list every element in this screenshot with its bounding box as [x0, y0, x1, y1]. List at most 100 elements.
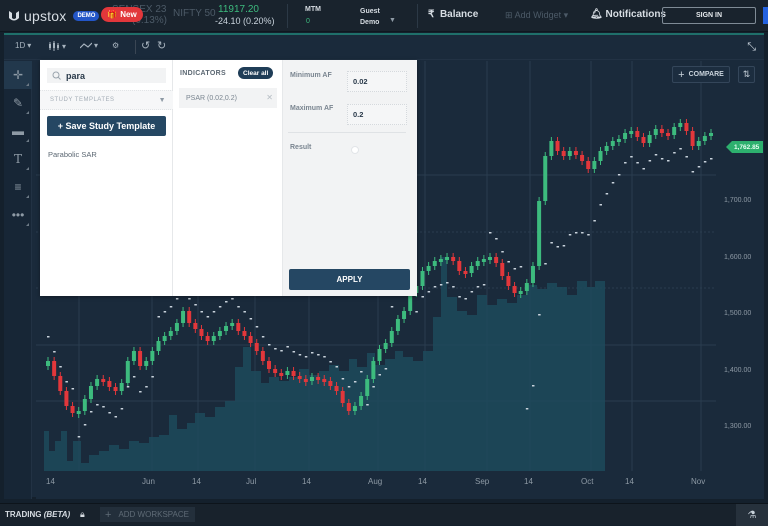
- mtm-value: 0: [306, 18, 310, 25]
- study-search-input[interactable]: [66, 70, 156, 81]
- y-tick: 1,300.00: [724, 423, 752, 430]
- grid-icon: ⊞: [505, 10, 513, 20]
- edge-button[interactable]: [763, 7, 768, 24]
- pencil-tool[interactable]: ✎: [4, 89, 32, 117]
- text-tool[interactable]: T: [4, 145, 32, 173]
- line-study-icon: [80, 42, 92, 48]
- close-icon[interactable]: ✕: [266, 93, 273, 102]
- chevron-down-icon: ▼: [158, 97, 166, 104]
- apply-button[interactable]: APPLY: [289, 269, 410, 290]
- crosshair-tool[interactable]: ✛: [4, 61, 32, 89]
- y-tick: 1,500.00: [724, 310, 752, 317]
- lines-icon: ≡: [14, 180, 22, 194]
- upstox-logo-icon: [9, 11, 19, 21]
- flask-icon[interactable]: ⚗: [736, 504, 768, 526]
- fibonacci-tool[interactable]: ≡: [4, 173, 32, 201]
- balance-button[interactable]: ₹ Balance: [428, 9, 479, 20]
- x-tick: 14: [625, 477, 634, 486]
- x-axis: [36, 471, 764, 499]
- mtm-label: MTM: [305, 6, 321, 13]
- x-tick: 14: [192, 477, 201, 486]
- active-indicator-item[interactable]: PSAR (0.02,0.2) ✕: [179, 88, 277, 108]
- scale-toggle-button[interactable]: ⇅: [738, 66, 755, 83]
- more-icon: •••: [11, 208, 25, 222]
- chevron-down-icon: ▾: [94, 41, 99, 50]
- lock-icon[interactable]: 🔒︎: [80, 509, 85, 519]
- clear-all-button[interactable]: Clear all: [238, 67, 274, 79]
- interval-selector[interactable]: 1D ▾: [15, 41, 32, 50]
- x-tick: Jul: [246, 477, 257, 486]
- study-templates-dropdown[interactable]: STUDY TEMPLATES ▼: [40, 90, 173, 110]
- more-tools[interactable]: •••: [4, 201, 32, 229]
- min-af-input[interactable]: 0.02: [347, 71, 407, 92]
- search-icon: [52, 71, 61, 80]
- sign-in-button[interactable]: SIGN IN: [662, 7, 756, 24]
- divider: [287, 4, 288, 28]
- drawing-toolbar: ✛ ✎ ▬ T ≡ •••: [4, 61, 32, 499]
- y-tick: 1,400.00: [724, 367, 752, 374]
- whats-new-button[interactable]: 🎁 New: [101, 7, 143, 22]
- pencil-icon: ✎: [12, 96, 24, 110]
- chart-type-selector[interactable]: ▾: [48, 41, 66, 51]
- min-af-label: Minimum AF: [290, 72, 332, 79]
- max-af-label: Maximum AF: [290, 105, 334, 112]
- chevron-down-icon: ▾: [563, 10, 569, 20]
- last-price-tag: 1,762.85: [726, 141, 764, 153]
- divider: [288, 132, 406, 133]
- search-result-item[interactable]: Parabolic SAR: [48, 150, 97, 159]
- top-nav-bar: upstox DEMO SENSEX 23 (0.13%) 🎁 New NIFT…: [0, 0, 768, 32]
- x-tick: 14: [418, 477, 427, 486]
- redo-button[interactable]: ↻: [157, 39, 166, 52]
- brand-logo[interactable]: upstox DEMO: [8, 8, 100, 24]
- bell-icon: 🔔︎: [590, 9, 603, 20]
- x-tick: Sep: [475, 477, 490, 486]
- chart-toolbar: 1D ▾ ▾ ▾ ⚙ ↺ ↻ ⤡: [4, 35, 764, 60]
- save-study-template-button[interactable]: + Save Study Template: [47, 116, 166, 136]
- notifications-button[interactable]: 🔔︎ Notifications: [590, 9, 667, 20]
- candles-icon: [49, 41, 59, 51]
- demo-badge: DEMO: [73, 11, 100, 21]
- x-tick: Aug: [368, 477, 383, 486]
- indicator-params-column: Minimum AF 0.02 Maximum AF 0.2 Result AP…: [283, 60, 417, 296]
- rectangle-icon: ▬: [12, 124, 24, 138]
- divider: [135, 40, 136, 54]
- x-tick: Jun: [142, 477, 155, 486]
- add-workspace-button[interactable]: + ADD WORKSPACE: [100, 507, 195, 522]
- study-search-column: STUDY TEMPLATES ▼ + Save Study Template …: [40, 60, 173, 296]
- settings-button[interactable]: ⚙: [112, 41, 119, 50]
- nifty-price: 11917.20: [218, 4, 259, 15]
- x-tick: 14: [302, 477, 311, 486]
- crosshair-icon: ✛: [12, 68, 24, 82]
- gear-icon: ⚙: [112, 41, 120, 50]
- max-af-input[interactable]: 0.2: [347, 104, 407, 125]
- y-tick: 1,600.00: [724, 254, 752, 261]
- indicators-column: INDICATORS Clear all PSAR (0.02,0.2) ✕: [173, 60, 283, 296]
- plus-icon: +: [105, 508, 112, 521]
- chevron-down-icon: ▾: [27, 41, 32, 50]
- study-search-field[interactable]: [47, 68, 166, 83]
- result-color-picker[interactable]: [351, 146, 359, 154]
- gift-icon: 🎁: [107, 10, 118, 19]
- y-tick: 1,700.00: [724, 197, 752, 204]
- divider: [417, 4, 418, 28]
- plus-icon: +: [678, 68, 685, 81]
- trading-workspace-tab[interactable]: TRADING (BETA): [5, 510, 71, 519]
- x-tick: 14: [46, 477, 55, 486]
- undo-button[interactable]: ↺: [141, 39, 150, 52]
- result-label: Result: [290, 144, 312, 151]
- sort-arrows-icon: ⇅: [742, 69, 751, 79]
- nifty-change: -24.10 (0.20%): [215, 16, 275, 26]
- chevron-down-icon: ▾: [62, 41, 67, 51]
- compare-button[interactable]: + COMPARE: [672, 66, 730, 83]
- rupee-icon: ₹: [428, 9, 435, 20]
- add-widget-button[interactable]: ⊞ Add Widget ▾: [505, 10, 569, 20]
- rectangle-tool[interactable]: ▬: [4, 117, 32, 145]
- text-icon: T: [13, 152, 22, 166]
- collapse-icon[interactable]: ⤡: [747, 41, 756, 53]
- indicators-button[interactable]: ▾: [80, 41, 98, 50]
- undo-icon: ↺: [141, 40, 151, 52]
- brand-name: upstox: [24, 8, 67, 24]
- x-tick: 14: [524, 477, 533, 486]
- chevron-down-icon[interactable]: ▼: [389, 17, 396, 24]
- user-menu[interactable]: Guest Demo: [360, 8, 380, 26]
